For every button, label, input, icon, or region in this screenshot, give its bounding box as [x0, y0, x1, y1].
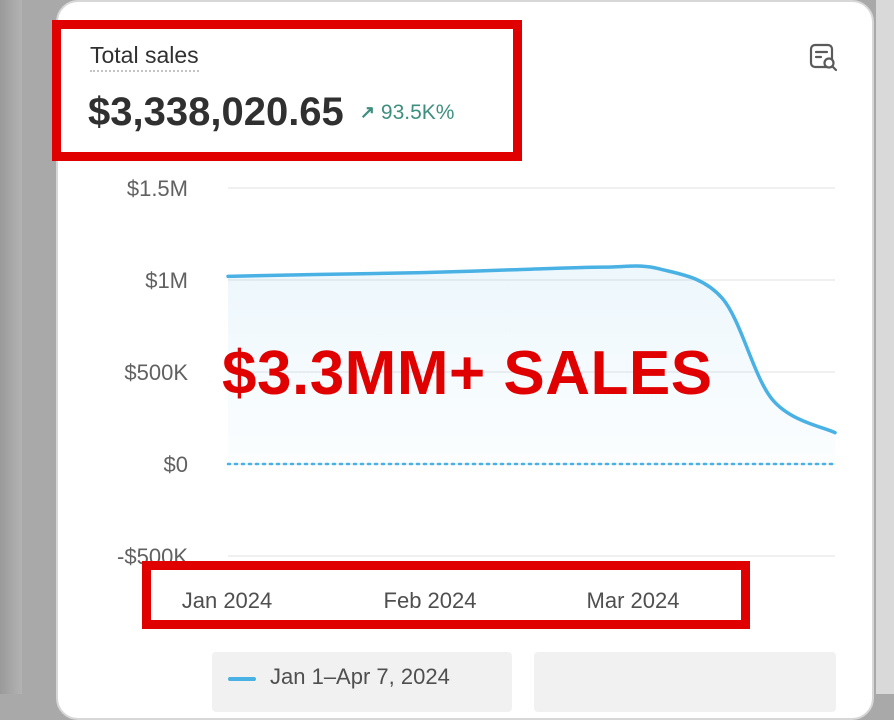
- total-sales-value: $3,338,020.65: [88, 90, 344, 134]
- series-area: [228, 265, 835, 464]
- y-tick-label: $1.5M: [127, 176, 188, 201]
- background-edge-right: [876, 0, 894, 694]
- total-row: $3,338,020.65 ↗ 93.5K%: [88, 90, 454, 135]
- x-axis-ticks: Jan 2024 Feb 2024 Mar 2024: [182, 588, 680, 613]
- sales-line-chart: $1.5M$1M$500K$0-$500K Jan 2024 Feb 2024 Ma…: [117, 176, 837, 613]
- x-tick-label: Feb 2024: [384, 588, 477, 613]
- legend-swatch: [228, 677, 256, 681]
- y-tick-label: $1M: [145, 268, 188, 293]
- highlight-box-total: [52, 20, 522, 161]
- y-tick-label: $500K: [124, 360, 188, 385]
- arrow-up-right-icon: ↗: [359, 102, 375, 122]
- background-edge: [0, 0, 22, 694]
- y-tick-label: $0: [164, 452, 188, 477]
- report-search-icon[interactable]: [808, 42, 838, 72]
- y-axis-ticks: $1.5M$1M$500K$0-$500K: [117, 176, 188, 569]
- sales-overlay-text: $3.3MM+ SALES: [222, 339, 713, 408]
- series: [226, 264, 837, 466]
- legend-item[interactable]: Jan 1–Apr 7, 2024: [212, 652, 512, 712]
- legend-item-comparison[interactable]: [534, 652, 836, 712]
- x-tick-label: Mar 2024: [587, 588, 680, 613]
- series-line-main: [226, 264, 837, 435]
- legend-label: Jan 1–Apr 7, 2024: [270, 664, 450, 689]
- highlight-box-xaxis: [142, 561, 750, 629]
- x-tick-label: Jan 2024: [182, 588, 273, 613]
- change-percent: 93.5K%: [380, 100, 455, 124]
- change-indicator: ↗ 93.5K%: [360, 101, 455, 125]
- card-title[interactable]: Total sales: [90, 42, 199, 72]
